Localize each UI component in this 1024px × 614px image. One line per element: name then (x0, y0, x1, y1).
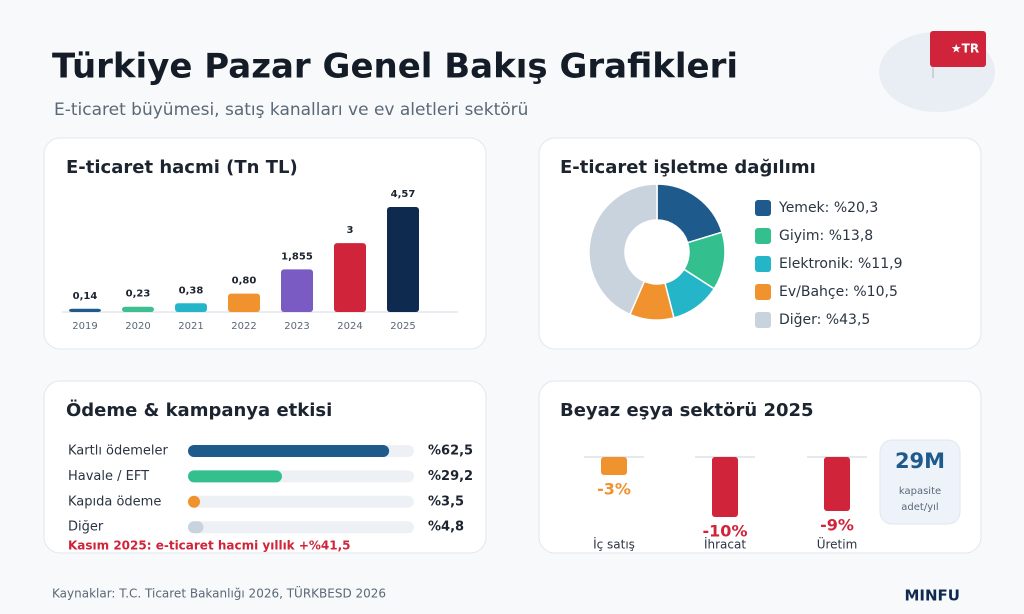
value-label: 0,38 (179, 285, 204, 296)
value-label: 0,14 (73, 291, 98, 302)
legend-label: Yemek: %20,3 (778, 200, 878, 216)
bar (712, 457, 738, 517)
bar (228, 293, 260, 312)
brand: MINFU (905, 587, 961, 605)
value-label: 1,855 (281, 251, 313, 262)
legend-swatch (755, 312, 771, 328)
category-label: Diğer (68, 520, 104, 535)
bar (601, 457, 627, 475)
panel (43, 137, 487, 350)
value-label: 0,80 (232, 276, 257, 287)
x-tick-label: 2025 (390, 321, 415, 332)
value-label: 3 (347, 225, 354, 236)
panel-title: E-ticaret işletme dağılımı (560, 157, 816, 178)
x-tick-label: 2022 (231, 321, 256, 332)
annotation: Kasım 2025: e-ticaret hacmi yıllık +%41,… (68, 539, 351, 553)
stat-box (879, 439, 961, 525)
value-label: %3,5 (428, 494, 464, 509)
value-label: %62,5 (428, 444, 473, 459)
panel (43, 380, 487, 554)
value-label: 4,57 (391, 189, 416, 200)
panel-title: Ödeme & kampanya etkisi (66, 399, 332, 421)
x-tick-label: 2020 (125, 321, 150, 332)
value-label: -10% (703, 522, 748, 541)
value-label: %4,8 (428, 520, 464, 535)
bar (175, 303, 207, 312)
legend-swatch (755, 200, 771, 216)
legend-swatch (755, 256, 771, 272)
category-label: İç satış (593, 537, 635, 552)
x-tick-label: 2024 (337, 321, 362, 332)
x-tick-label: 2023 (284, 321, 309, 332)
legend-swatch (755, 228, 771, 244)
panel-title: Beyaz eşya sektörü 2025 (560, 400, 814, 421)
legend-swatch (755, 284, 771, 300)
legend-label: Giyim: %13,8 (779, 228, 873, 244)
stat-label: adet/yıl (901, 502, 938, 513)
track (188, 521, 414, 534)
category-label: İhracat (704, 537, 746, 552)
value-label: -9% (820, 516, 854, 535)
category-label: Kapıda ödeme (68, 494, 161, 509)
value-label: -3% (597, 480, 631, 499)
bar (188, 521, 204, 534)
category-label: Havale / EFT (68, 469, 149, 484)
category-label: Kartlı ödemeler (68, 444, 169, 459)
panel (538, 380, 982, 554)
bar (188, 445, 390, 457)
flag (930, 31, 986, 67)
flag-label: ★TR (951, 42, 979, 56)
bar (69, 308, 101, 312)
x-tick-label: 2021 (178, 321, 203, 332)
source: Kaynaklar: T.C. Ticaret Bakanlığı 2026, … (52, 585, 386, 601)
page-subtitle: E-ticaret büyümesi, satış kanalları ve e… (54, 100, 528, 120)
value-label: %29,2 (428, 469, 473, 484)
category-label: Üretim (817, 536, 858, 552)
bar (122, 306, 154, 312)
bar (281, 269, 313, 312)
donut-segment (588, 183, 658, 316)
legend-label: Elektronik: %11,9 (779, 256, 902, 272)
bar (188, 495, 200, 508)
bar (387, 207, 419, 312)
x-tick-label: 2019 (72, 321, 97, 332)
page-title: Türkiye Pazar Genel Bakış Grafikleri (52, 47, 738, 87)
bar (188, 470, 282, 483)
legend-label: Diğer: %43,5 (779, 312, 870, 328)
track (188, 495, 414, 508)
stat-value: 29M (895, 449, 945, 473)
panel-title: E-ticaret hacmi (Tn TL) (66, 157, 298, 178)
stat-label: kapasite (899, 486, 941, 497)
bar (824, 457, 850, 511)
legend-label: Ev/Bahçe: %10,5 (779, 284, 898, 300)
value-label: 0,23 (126, 289, 151, 300)
bar (334, 243, 366, 312)
